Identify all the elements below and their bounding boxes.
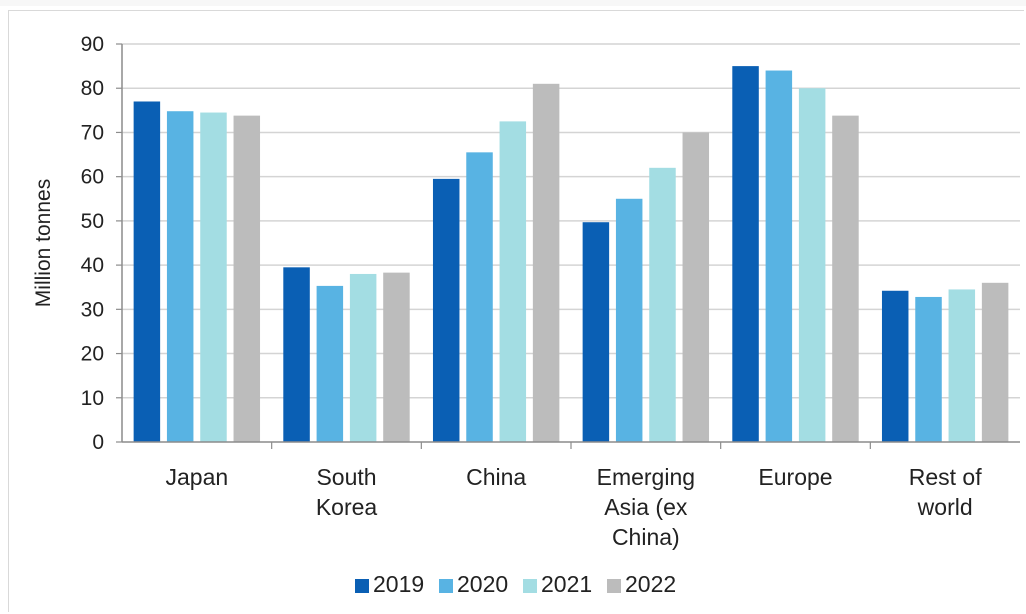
axes (116, 43, 1020, 449)
bar (832, 115, 859, 442)
bar (765, 70, 793, 443)
y-axis-label: Million tonnes (32, 179, 55, 307)
bar (532, 83, 560, 443)
legend-swatch (607, 579, 621, 593)
bar (233, 115, 261, 442)
bar (682, 132, 710, 442)
chart-frame (8, 10, 1024, 612)
x-tick-label: Japan (165, 464, 228, 490)
gridlines (122, 43, 1020, 399)
y-tick-label: 10 (81, 387, 104, 410)
bar (798, 88, 826, 442)
y-tick-label: 60 (81, 166, 104, 189)
x-tick-label: China (466, 464, 526, 490)
legend-swatch (439, 579, 453, 593)
legend-swatch (355, 579, 369, 593)
bar (466, 152, 493, 442)
bar (732, 66, 759, 442)
bar (283, 267, 310, 442)
y-tick-label: 50 (81, 210, 104, 233)
bar (166, 111, 194, 443)
y-tick-labels: 0 10 20 30 40 50 60 70 80 90 (81, 33, 104, 454)
x-tick-label: South Korea (316, 464, 378, 520)
bar (948, 289, 976, 442)
bar (316, 285, 344, 442)
bar (200, 112, 227, 443)
y-tick-label: 80 (81, 77, 104, 100)
x-tick-label: Europe (758, 464, 832, 490)
bar (615, 198, 643, 442)
bar (881, 290, 909, 442)
bar (981, 282, 1009, 442)
bar (133, 101, 161, 442)
y-tick-label: 70 (81, 121, 104, 144)
bars (133, 66, 1009, 443)
bar (432, 178, 460, 442)
legend-label: 2020 (457, 571, 508, 597)
legend-label: 2019 (373, 571, 424, 597)
bar (582, 222, 610, 442)
y-tick-label: 30 (81, 298, 104, 321)
legend-label: 2022 (625, 571, 676, 597)
x-tick-labels: Japan South Korea China Emerging Asia (ex Chin… (165, 464, 982, 550)
legend: 2019 2020 2021 2022 (355, 571, 676, 597)
x-tick-label: Emerging Asia (ex China) (597, 464, 695, 550)
y-tick-label: 90 (81, 33, 104, 56)
legend-label: 2021 (541, 571, 592, 597)
y-tick-label: 0 (92, 431, 104, 454)
legend-swatch (523, 579, 537, 593)
bar (915, 296, 942, 442)
bar (649, 167, 676, 443)
top-strip (0, 0, 1026, 6)
bar (499, 121, 527, 442)
y-tick-label: 20 (81, 343, 104, 366)
bar (349, 273, 377, 442)
y-tick-label: 40 (81, 254, 104, 277)
bar (383, 272, 410, 442)
x-tick-label: Rest of world (909, 464, 982, 520)
